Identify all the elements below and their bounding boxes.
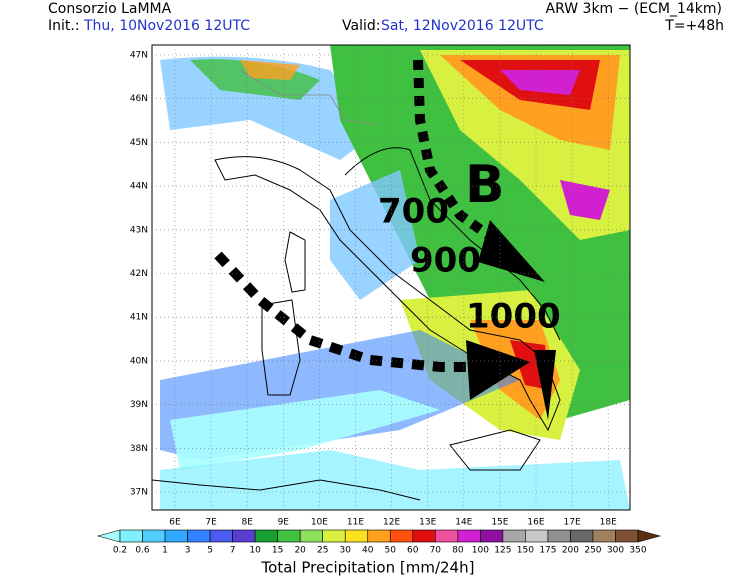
colorbar-box — [480, 529, 504, 543]
valid-label: Valid: — [342, 18, 380, 34]
lon-label: 13E — [419, 518, 436, 528]
lon-label: 15E — [491, 518, 508, 528]
colorbar-label: 1 — [162, 546, 168, 556]
lat-label: 43N — [130, 225, 148, 235]
colorbar-box — [435, 529, 459, 543]
annotation-1000: 1000 — [466, 297, 561, 337]
colorbar-box — [502, 529, 526, 543]
colorbar-title: Total Precipitation [mm/24h] — [261, 559, 475, 577]
colorbar-label: 60 — [407, 546, 419, 556]
lat-label: 41N — [130, 313, 148, 323]
colorbar-label: 50 — [385, 546, 397, 556]
colorbar-label: 5 — [207, 546, 213, 556]
colorbar-label: 40 — [362, 546, 374, 556]
colorbar-label: 25 — [317, 546, 328, 556]
colorbar-label: 0.6 — [135, 546, 150, 556]
colorbar-box — [322, 529, 346, 543]
colorbar-label: 15 — [272, 546, 283, 556]
colorbar-box — [299, 529, 323, 543]
colorbar-label: 150 — [517, 546, 534, 556]
colorbar-label: 100 — [472, 546, 489, 556]
init-label: Init.: — [48, 18, 80, 34]
annotation-900: 900 — [410, 241, 481, 281]
colorbar-box — [254, 529, 278, 543]
lon-label: 14E — [455, 518, 472, 528]
colorbar-label: 350 — [629, 546, 646, 556]
lat-label: 42N — [130, 269, 148, 279]
colorbar-box — [209, 529, 233, 543]
colorbar-label: 10 — [249, 546, 261, 556]
colorbar-label: 125 — [494, 546, 511, 556]
colorbar-label: 175 — [539, 546, 556, 556]
lon-label: 18E — [600, 518, 617, 528]
colorbar-label: 300 — [607, 546, 624, 556]
colorbar-label: 20 — [294, 546, 306, 556]
lat-label: 38N — [130, 444, 148, 454]
lat-label: 47N — [130, 51, 148, 61]
colorbar-label: 0.2 — [113, 546, 127, 556]
lat-label: 45N — [130, 138, 148, 148]
colorbar-box — [164, 529, 188, 543]
lon-label: 8E — [241, 518, 253, 528]
colorbar-label: 250 — [584, 546, 601, 556]
colorbar-end — [637, 529, 662, 543]
lon-label: 9E — [278, 518, 290, 528]
colorbar-start — [96, 529, 121, 543]
colorbar-label: 3 — [185, 546, 191, 556]
lon-label: 11E — [347, 518, 364, 528]
colorbar-box — [344, 529, 369, 543]
colorbar-label: 7 — [230, 546, 236, 556]
lat-label: 40N — [130, 356, 148, 366]
lon-label: 10E — [311, 518, 328, 528]
colorbar-label: 30 — [339, 546, 351, 556]
colorbar-label: 80 — [452, 546, 464, 556]
lon-label: 17E — [564, 518, 581, 528]
lat-label: 46N — [130, 94, 148, 104]
colorbar-box — [570, 529, 594, 543]
colorbar-box — [367, 529, 391, 543]
model-title: ARW 3km − (ECM_14km) — [546, 1, 723, 17]
lat-label: 39N — [130, 400, 148, 410]
lon-label: 16E — [527, 518, 544, 528]
colorbar-label: 200 — [562, 546, 579, 556]
colorbar-box — [277, 529, 301, 543]
lead-time: T=+48h — [664, 18, 724, 34]
colorbar-box — [119, 529, 143, 543]
low-pressure-label: B — [465, 155, 505, 215]
colorbar-label: 70 — [430, 546, 442, 556]
lon-label: 12E — [383, 518, 400, 528]
colorbar-box — [232, 529, 256, 543]
colorbar-box — [187, 529, 211, 543]
lat-label: 44N — [130, 182, 148, 192]
lat-label: 37N — [130, 488, 148, 498]
colorbar-box — [592, 529, 616, 543]
colorbar-box — [457, 529, 481, 543]
lon-label: 7E — [205, 518, 217, 528]
colorbar-box — [615, 529, 639, 543]
annotation-700: 700 — [378, 192, 449, 232]
lon-label: 6E — [169, 518, 181, 528]
valid-date: Sat, 12Nov2016 12UTC — [381, 18, 544, 34]
org-title: Consorzio LaMMA — [48, 1, 172, 17]
init-date: Thu, 10Nov2016 12UTC — [83, 18, 250, 34]
colorbar-box — [547, 529, 571, 543]
colorbar-box — [142, 529, 166, 543]
colorbar-box — [389, 529, 414, 543]
map-area — [151, 44, 631, 511]
colorbar-box — [525, 529, 549, 543]
colorbar-box — [412, 529, 436, 543]
